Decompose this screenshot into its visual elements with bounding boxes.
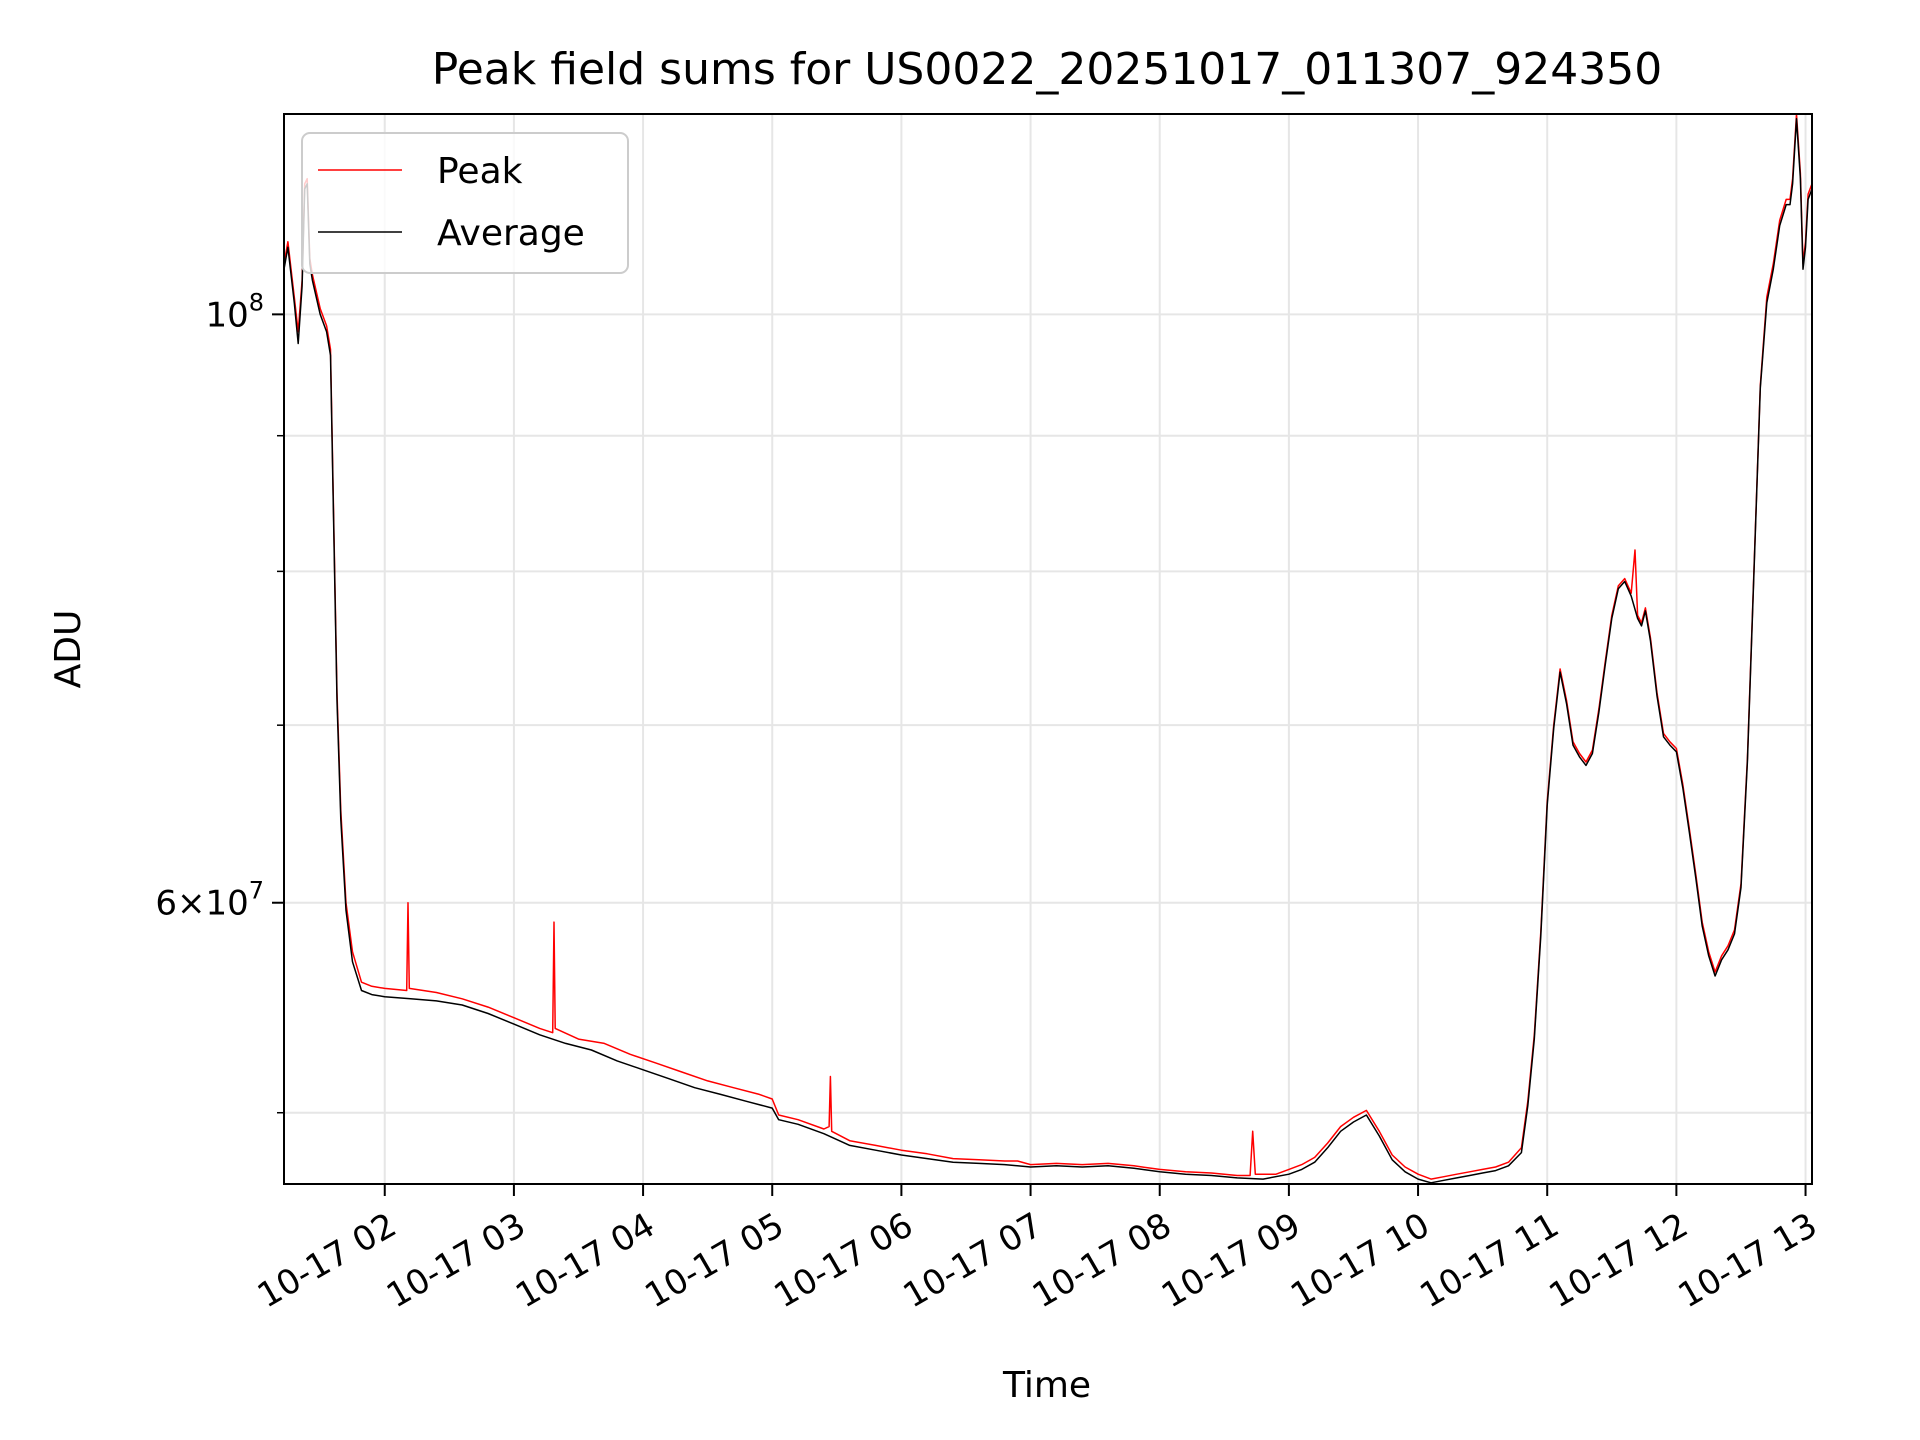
y-axis-label: ADU — [48, 610, 89, 689]
series-layer — [284, 114, 1812, 1184]
x-axis-label: Time — [1002, 1365, 1091, 1406]
legend-label-peak: Peak — [437, 151, 523, 192]
grid — [284, 114, 1812, 1184]
legend: Peak Average — [301, 132, 629, 274]
y-tick-label: 6×107 — [155, 877, 264, 924]
series-line-average — [284, 118, 1812, 1184]
y-tick-label: 108 — [205, 288, 264, 335]
y-axis: 108 6×107 — [155, 288, 284, 1114]
legend-box — [301, 132, 629, 274]
legend-label-average: Average — [437, 213, 585, 254]
plot-frame — [283, 113, 1813, 1185]
chart-title: Peak field sums for US0022_20251017_0113… — [432, 44, 1662, 95]
